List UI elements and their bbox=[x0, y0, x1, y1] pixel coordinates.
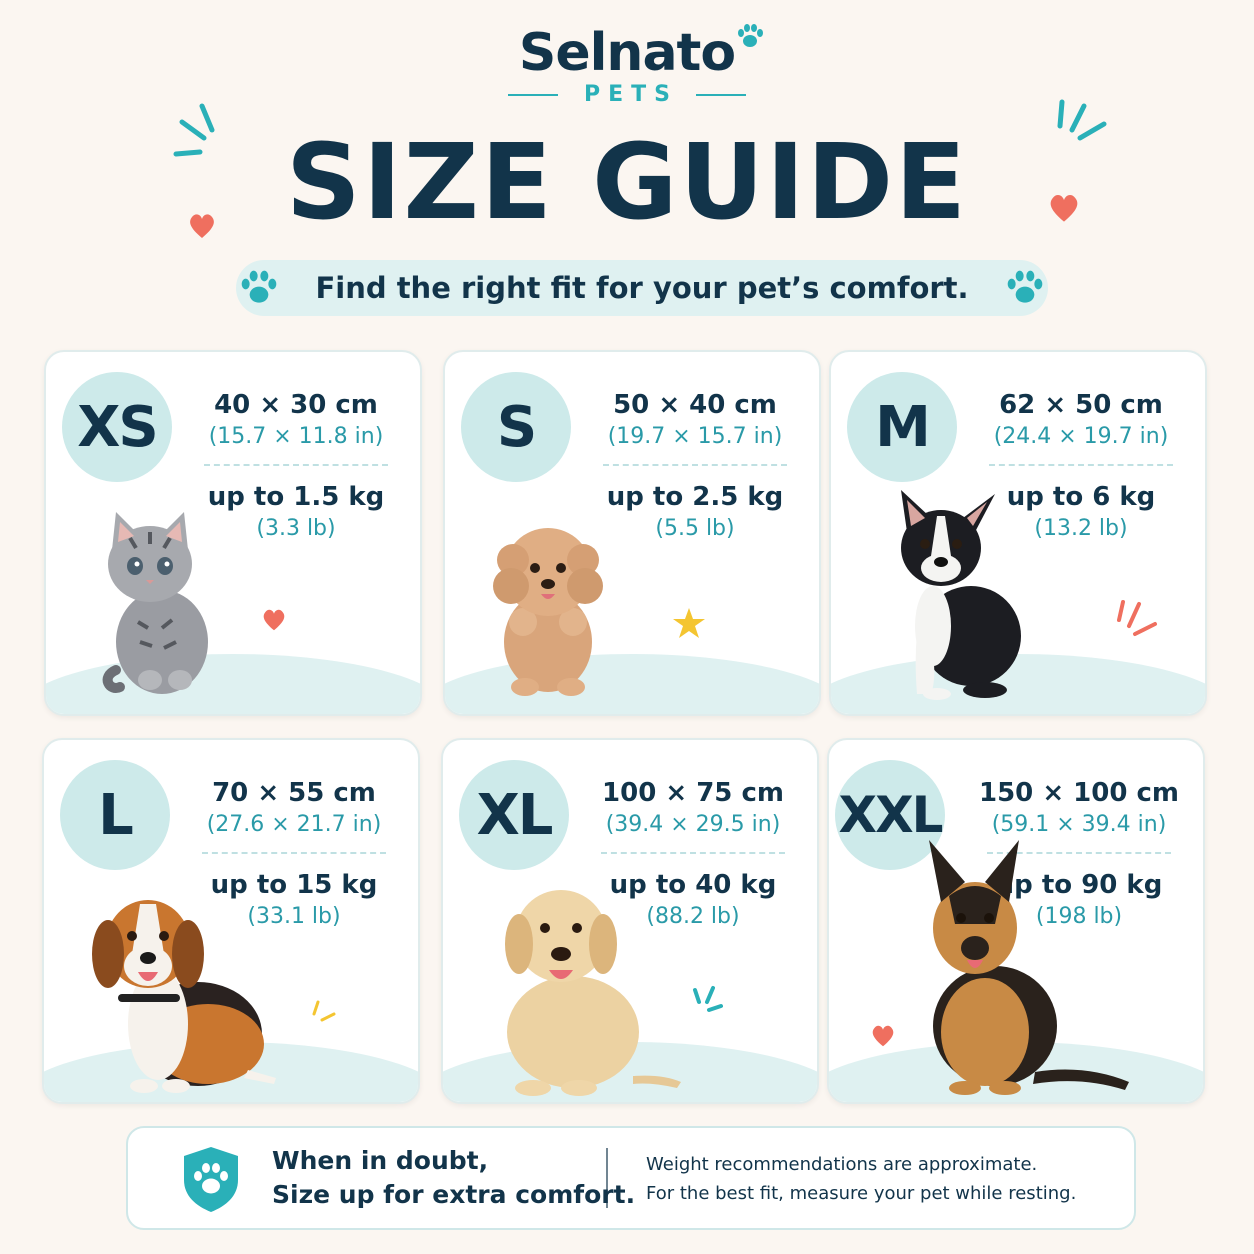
divider bbox=[989, 464, 1173, 466]
weight-kg: up to 1.5 kg bbox=[207, 482, 385, 512]
sparkle-icon bbox=[1057, 99, 1107, 141]
labrador-image bbox=[505, 890, 681, 1096]
tagline: Find the right fit for your pet’s comfor… bbox=[315, 271, 969, 305]
footer-tip-text: When in doubt, Size up for extra comfort… bbox=[272, 1144, 635, 1212]
sparkle-icon bbox=[693, 986, 723, 1012]
size-badge: XL bbox=[459, 760, 569, 870]
brand-line-right bbox=[696, 93, 746, 96]
page-title: SIZE GUIDE bbox=[285, 121, 969, 243]
weight-kg: up to 6 kg bbox=[1006, 482, 1156, 512]
dimensions-in: (27.6 × 21.7 in) bbox=[206, 812, 382, 837]
dimensions-cm: 70 × 55 cm bbox=[212, 778, 376, 808]
weight-lb: (88.2 lb) bbox=[646, 904, 740, 929]
dimensions-in: (59.1 × 39.4 in) bbox=[991, 812, 1167, 837]
dimensions-cm: 62 × 50 cm bbox=[999, 390, 1163, 420]
card-ground bbox=[445, 654, 819, 714]
weight-lb: (5.5 lb) bbox=[655, 516, 735, 541]
size-badge: L bbox=[60, 760, 170, 870]
footer-note-line1: Weight recommendations are approximate. bbox=[646, 1154, 1038, 1175]
size-card-m: M 62 × 50 cm (24.4 × 19.7 in) up to 6 kg… bbox=[829, 350, 1207, 716]
weight-kg: up to 2.5 kg bbox=[606, 482, 784, 512]
size-card-xl: XL 100 × 75 cm (39.4 × 29.5 in) up to 40… bbox=[441, 738, 819, 1104]
footer-divider bbox=[606, 1148, 608, 1208]
heart-icon bbox=[872, 1025, 894, 1047]
dimensions-cm: 40 × 30 cm bbox=[214, 390, 378, 420]
weight-lb: (3.3 lb) bbox=[256, 516, 336, 541]
divider bbox=[987, 852, 1171, 854]
weight-kg: up to 15 kg bbox=[210, 870, 378, 900]
size-card-l: L 70 × 55 cm (27.6 × 21.7 in) up to 15 k… bbox=[42, 738, 420, 1104]
weight-kg: up to 40 kg bbox=[609, 870, 777, 900]
size-card-xxl: XXL 150 × 100 cm (59.1 × 39.4 in) up to … bbox=[827, 738, 1205, 1104]
footer-tip-line2: Size up for extra comfort. bbox=[272, 1180, 636, 1209]
german-shepherd-image bbox=[929, 840, 1129, 1095]
dimensions-in: (24.4 × 19.7 in) bbox=[993, 424, 1169, 449]
weight-kg: up to 90 kg bbox=[995, 870, 1163, 900]
size-badge: S bbox=[461, 372, 571, 482]
poodle-image bbox=[493, 528, 603, 696]
sparkle-icon bbox=[173, 103, 215, 157]
footer-note-line2: For the best fit, measure your pet while… bbox=[646, 1183, 1077, 1204]
paw-icon bbox=[738, 24, 764, 47]
brand-subtitle: PETS bbox=[583, 82, 678, 107]
divider bbox=[202, 852, 386, 854]
shield-paw-icon bbox=[184, 1147, 238, 1212]
heart-icon bbox=[190, 214, 214, 238]
sparkle-icon bbox=[312, 1000, 336, 1022]
footer-tip: When in doubt, Size up for extra comfort… bbox=[126, 1126, 1136, 1230]
heart-icon bbox=[263, 609, 285, 631]
size-badge: M bbox=[847, 372, 957, 482]
card-ground bbox=[831, 654, 1205, 714]
dimensions-cm: 150 × 100 cm bbox=[979, 778, 1179, 808]
sparkle-icon bbox=[1117, 600, 1157, 636]
size-card-s: S 50 × 40 cm (19.7 × 15.7 in) up to 2.5 … bbox=[443, 350, 821, 716]
size-badge: XS bbox=[62, 372, 172, 482]
dimensions-cm: 50 × 40 cm bbox=[613, 390, 777, 420]
beagle-image bbox=[92, 900, 276, 1093]
footer-tip-line1: When in doubt, bbox=[272, 1146, 489, 1175]
boston-terrier-image bbox=[901, 490, 1021, 700]
dimensions-in: (15.7 × 11.8 in) bbox=[208, 424, 384, 449]
size-badge: XXL bbox=[835, 760, 945, 870]
dimensions-in: (39.4 × 29.5 in) bbox=[605, 812, 781, 837]
tagline-banner: Find the right fit for your pet’s comfor… bbox=[236, 260, 1048, 316]
paw-icon bbox=[242, 270, 277, 303]
divider bbox=[603, 464, 787, 466]
weight-lb: (33.1 lb) bbox=[247, 904, 341, 929]
dimensions-cm: 100 × 75 cm bbox=[602, 778, 784, 808]
brand-line-left bbox=[507, 93, 558, 96]
kitten-image bbox=[102, 512, 208, 694]
heart-icon bbox=[1050, 195, 1078, 222]
divider bbox=[204, 464, 388, 466]
dimensions-in: (19.7 × 15.7 in) bbox=[607, 424, 783, 449]
paw-icon bbox=[1007, 270, 1042, 303]
brand-name: Selnato bbox=[518, 23, 736, 83]
divider bbox=[601, 852, 785, 854]
size-card-xs: XS 40 × 30 cm (15.7 × 11.8 in) up to 1.5… bbox=[44, 350, 422, 716]
star-icon bbox=[673, 608, 705, 638]
weight-lb: (198 lb) bbox=[1035, 904, 1123, 929]
weight-lb: (13.2 lb) bbox=[1034, 516, 1128, 541]
brand-header: Selnato PETS bbox=[0, 22, 1254, 107]
footer-note: Weight recommendations are approximate. … bbox=[646, 1150, 1076, 1208]
